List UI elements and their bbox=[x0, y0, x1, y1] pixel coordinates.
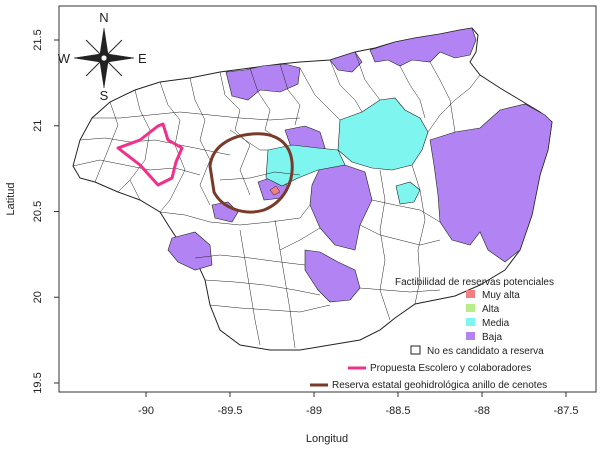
y-tick-label: 20 bbox=[32, 291, 44, 303]
x-axis-title: Longitud bbox=[306, 433, 348, 445]
legend-label: Muy alta bbox=[482, 290, 520, 301]
x-tick-label: -89.5 bbox=[217, 405, 242, 417]
media-regions bbox=[265, 97, 429, 205]
media-region-central bbox=[337, 97, 429, 171]
legend-swatch bbox=[466, 332, 475, 340]
compass-e: E bbox=[138, 51, 147, 66]
baja-region-central-east bbox=[309, 164, 373, 251]
compass-n: N bbox=[99, 10, 108, 25]
x-tick-label: -88 bbox=[474, 405, 490, 417]
baja-region-north-coast bbox=[369, 27, 477, 67]
compass-w: W bbox=[58, 51, 71, 66]
compass-rose: N S W E bbox=[58, 10, 147, 103]
baja-region-coast-small bbox=[329, 51, 363, 73]
state-map bbox=[72, 27, 553, 351]
legend-swatch bbox=[466, 290, 475, 298]
baja-region-east bbox=[429, 103, 553, 263]
legend: Factibilidad de reservas potenciales Muy… bbox=[310, 277, 554, 391]
propuesta-escolero-outline bbox=[116, 122, 184, 187]
x-tick-label: -88.5 bbox=[385, 405, 410, 417]
x-tick-label: -90 bbox=[138, 405, 154, 417]
y-tick-label: 21 bbox=[32, 120, 44, 132]
baja-regions bbox=[167, 27, 553, 303]
y-tick-label: 19.5 bbox=[32, 372, 44, 393]
baja-region-northwest bbox=[225, 63, 301, 101]
y-tick-label: 20.5 bbox=[32, 201, 44, 222]
compass-s: S bbox=[100, 88, 109, 103]
baja-region-south bbox=[304, 249, 361, 303]
legend-label: Propuesta Escolero y colaboradores bbox=[370, 363, 531, 374]
legend-label: Media bbox=[482, 318, 510, 329]
x-axis: -90 -89.5 -89 -88.5 -88 -87.5 bbox=[138, 392, 579, 417]
y-axis: 19.5 20 20.5 21 21.5 bbox=[32, 29, 59, 394]
anillo-cenotes-outline bbox=[208, 132, 294, 214]
media-region-east-small bbox=[395, 181, 421, 205]
legend-swatch bbox=[466, 318, 475, 326]
legend-swatch bbox=[466, 304, 475, 312]
municipal-boundaries bbox=[72, 51, 481, 349]
baja-region-southwest bbox=[167, 231, 213, 271]
legend-swatch bbox=[410, 345, 421, 355]
y-tick-label: 21.5 bbox=[32, 29, 44, 50]
legend-label: No es candidato a reserva bbox=[427, 346, 544, 357]
x-tick-label: -89 bbox=[306, 405, 322, 417]
x-tick-label: -87.5 bbox=[553, 405, 578, 417]
legend-title: Factibilidad de reservas potenciales bbox=[395, 277, 554, 288]
legend-label: Alta bbox=[482, 304, 500, 315]
legend-label: Reserva estatal geohidrológica anillo de… bbox=[332, 380, 547, 391]
muy-alta-region bbox=[269, 185, 281, 196]
media-region-west-band bbox=[265, 144, 346, 187]
y-axis-title: Latitud bbox=[5, 182, 17, 215]
legend-label: Baja bbox=[482, 332, 502, 343]
